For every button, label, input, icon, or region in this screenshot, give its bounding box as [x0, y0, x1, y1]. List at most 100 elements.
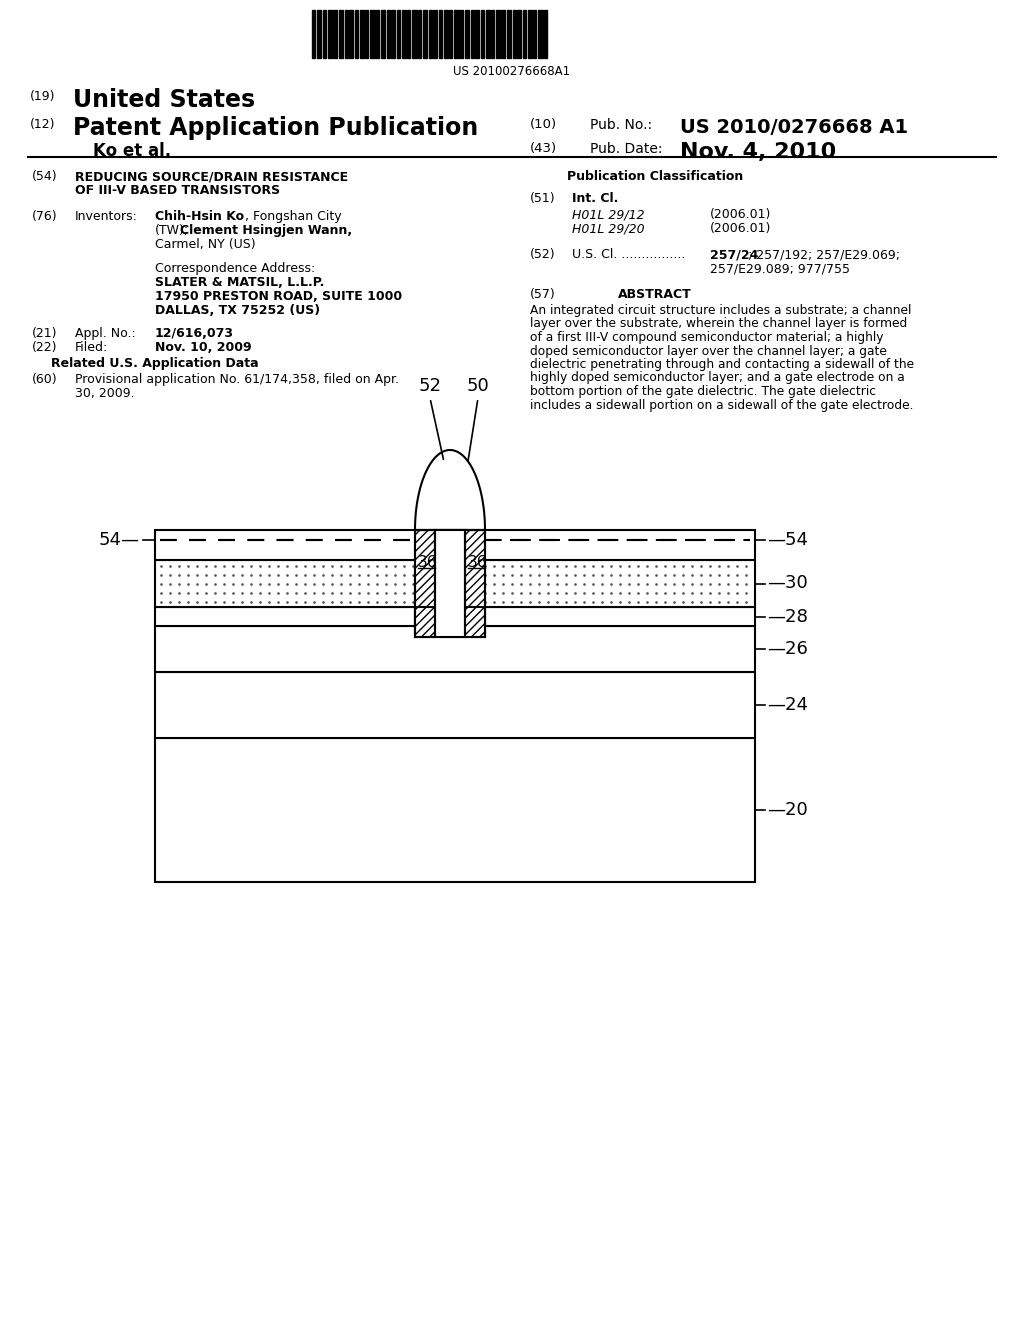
Bar: [465, 531, 485, 638]
Bar: [418, 11, 421, 58]
Text: 50: 50: [467, 378, 489, 395]
Bar: [454, 11, 459, 58]
Text: United States: United States: [73, 88, 255, 112]
Text: —26: —26: [767, 640, 808, 657]
Bar: [496, 11, 501, 58]
Bar: [387, 11, 390, 58]
Bar: [155, 672, 755, 738]
Bar: [415, 531, 435, 638]
Text: (TW);: (TW);: [155, 224, 189, 238]
Bar: [397, 11, 400, 58]
Bar: [465, 11, 469, 58]
Text: —54: —54: [767, 531, 808, 549]
Text: layer over the substrate, wherein the channel layer is formed: layer over the substrate, wherein the ch…: [530, 318, 907, 330]
Bar: [517, 11, 521, 58]
Text: bottom portion of the gate dielectric. The gate dielectric: bottom portion of the gate dielectric. T…: [530, 385, 876, 399]
Text: An integrated circuit structure includes a substrate; a channel: An integrated circuit structure includes…: [530, 304, 911, 317]
Text: ; 257/192; 257/E29.069;: ; 257/192; 257/E29.069;: [748, 248, 900, 261]
Bar: [155, 738, 755, 882]
Text: Nov. 4, 2010: Nov. 4, 2010: [680, 143, 837, 162]
Text: —20: —20: [767, 801, 808, 818]
Text: (60): (60): [32, 374, 57, 385]
Text: Patent Application Publication: Patent Application Publication: [73, 116, 478, 140]
Bar: [155, 626, 755, 672]
Bar: [423, 11, 427, 58]
Text: (54): (54): [32, 170, 57, 183]
Bar: [471, 11, 474, 58]
Bar: [415, 531, 485, 638]
Bar: [460, 11, 463, 58]
Text: 30, 2009.: 30, 2009.: [75, 387, 134, 400]
Text: of a first III-V compound semiconductor material; a highly: of a first III-V compound semiconductor …: [530, 331, 884, 345]
Text: (22): (22): [32, 341, 57, 354]
Bar: [360, 11, 364, 58]
Text: 36: 36: [418, 554, 437, 570]
Bar: [544, 11, 547, 58]
Text: Chih-Hsin Ko: Chih-Hsin Ko: [155, 210, 244, 223]
Text: , Fongshan City: , Fongshan City: [245, 210, 342, 223]
Bar: [439, 11, 442, 58]
Text: DALLAS, TX 75252 (US): DALLAS, TX 75252 (US): [155, 304, 321, 317]
Text: (10): (10): [530, 117, 557, 131]
Bar: [415, 607, 485, 638]
Bar: [481, 11, 484, 58]
Text: Provisional application No. 61/174,358, filed on Apr.: Provisional application No. 61/174,358, …: [75, 374, 399, 385]
Bar: [538, 11, 543, 58]
Text: Related U.S. Application Data: Related U.S. Application Data: [51, 356, 259, 370]
Bar: [407, 11, 410, 58]
Polygon shape: [415, 450, 485, 531]
Bar: [502, 11, 505, 58]
Text: (51): (51): [530, 191, 556, 205]
Bar: [528, 11, 532, 58]
Bar: [429, 11, 432, 58]
Text: Appl. No.:: Appl. No.:: [75, 327, 136, 341]
Bar: [355, 11, 358, 58]
Bar: [435, 531, 465, 638]
Text: Inventors:: Inventors:: [75, 210, 138, 223]
Bar: [444, 11, 449, 58]
Text: 52: 52: [419, 378, 441, 395]
Text: Correspondence Address:: Correspondence Address:: [155, 261, 315, 275]
Text: SLATER & MATSIL, L.L.P.: SLATER & MATSIL, L.L.P.: [155, 276, 325, 289]
Bar: [523, 11, 526, 58]
Text: Filed:: Filed:: [75, 341, 109, 354]
Text: 54—: 54—: [99, 531, 140, 549]
Text: —24: —24: [767, 696, 808, 714]
Text: 36: 36: [468, 554, 487, 570]
Text: OF III-V BASED TRANSISTORS: OF III-V BASED TRANSISTORS: [75, 183, 281, 197]
Text: (21): (21): [32, 327, 57, 341]
Text: Ko et al.: Ko et al.: [93, 143, 171, 160]
Text: US 2010/0276668 A1: US 2010/0276668 A1: [680, 117, 908, 137]
Text: 257/E29.089; 977/755: 257/E29.089; 977/755: [710, 261, 850, 275]
Bar: [334, 11, 337, 58]
Text: US 20100276668A1: US 20100276668A1: [454, 65, 570, 78]
Text: (57): (57): [530, 288, 556, 301]
Text: —30: —30: [767, 574, 808, 593]
Bar: [312, 11, 315, 58]
Bar: [328, 11, 333, 58]
Text: (43): (43): [530, 143, 557, 154]
Text: Pub. No.:: Pub. No.:: [590, 117, 652, 132]
Text: 257/24: 257/24: [710, 248, 759, 261]
Text: (2006.01): (2006.01): [710, 209, 771, 220]
Bar: [376, 11, 379, 58]
Text: Int. Cl.: Int. Cl.: [572, 191, 618, 205]
Text: ABSTRACT: ABSTRACT: [618, 288, 692, 301]
Bar: [534, 11, 536, 58]
Bar: [513, 11, 516, 58]
Bar: [370, 11, 375, 58]
Bar: [155, 560, 755, 607]
Text: 17950 PRESTON ROAD, SUITE 1000: 17950 PRESTON ROAD, SUITE 1000: [155, 290, 402, 304]
Text: U.S. Cl. ................: U.S. Cl. ................: [572, 248, 685, 261]
Text: Carmel, NY (US): Carmel, NY (US): [155, 238, 256, 251]
Text: includes a sidewall portion on a sidewall of the gate electrode.: includes a sidewall portion on a sidewal…: [530, 399, 913, 412]
Bar: [155, 531, 755, 560]
Bar: [415, 602, 485, 638]
Text: Nov. 10, 2009: Nov. 10, 2009: [155, 341, 252, 354]
Bar: [317, 11, 321, 58]
Text: Pub. Date:: Pub. Date:: [590, 143, 663, 156]
Text: (2006.01): (2006.01): [710, 222, 771, 235]
Bar: [345, 11, 348, 58]
Bar: [475, 11, 479, 58]
Bar: [349, 11, 353, 58]
